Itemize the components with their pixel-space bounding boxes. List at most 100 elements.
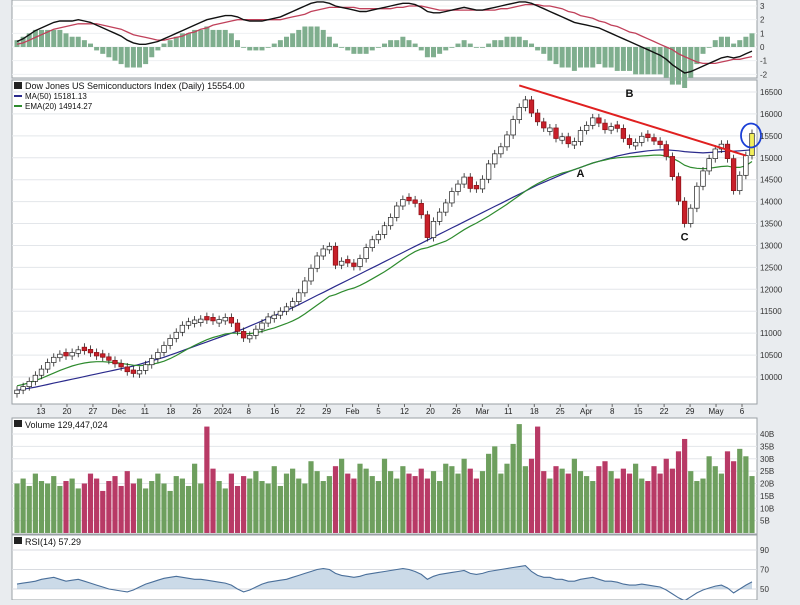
candle-body	[626, 138, 633, 145]
volume-bar	[461, 458, 467, 533]
volume-bar	[38, 481, 45, 533]
volume-bar	[424, 478, 430, 533]
candle-body	[534, 112, 541, 123]
volume-tick-label: 35B	[760, 442, 774, 451]
macd-histogram-bar	[241, 47, 247, 48]
macd-histogram-bar	[94, 47, 100, 51]
volume-bar	[192, 463, 198, 533]
macd-histogram-bar	[363, 47, 369, 54]
candle-body	[204, 316, 210, 321]
macd-histogram-bar	[731, 43, 737, 47]
volume-bar	[228, 473, 234, 533]
volume-bar	[26, 485, 32, 533]
candle-body	[608, 126, 614, 131]
volume-bar	[394, 478, 400, 533]
macd-histogram-bar	[449, 47, 455, 48]
volume-bar	[167, 490, 173, 533]
candle-body	[167, 338, 173, 346]
candle-body	[547, 127, 553, 132]
candle-body	[657, 140, 663, 145]
macd-histogram-bar	[480, 47, 485, 48]
x-tick-label: 22	[296, 407, 305, 416]
macd-histogram-bar	[510, 36, 516, 47]
price-tick-label: 11500	[760, 307, 782, 316]
macd-tick-label: -2	[760, 70, 768, 79]
volume-bar	[584, 476, 590, 533]
macd-histogram-bar	[676, 47, 681, 85]
x-tick-label: 18	[530, 407, 539, 416]
macd-histogram-bar	[700, 47, 706, 54]
price-tick-label: 16500	[760, 88, 783, 97]
volume-bar	[516, 424, 522, 533]
x-tick-label: May	[708, 407, 723, 416]
candle-body	[357, 258, 363, 267]
volume-bar	[718, 473, 724, 533]
macd-histogram-bar	[149, 47, 155, 58]
volume-bar	[75, 488, 81, 533]
candle-body	[320, 248, 326, 257]
macd-histogram-bar	[504, 36, 510, 47]
volume-bar	[688, 471, 694, 533]
volume-bar	[290, 468, 296, 533]
volume-bar	[645, 481, 651, 533]
volume-bar	[149, 481, 155, 533]
volume-bar	[124, 471, 130, 533]
volume-bar	[161, 483, 167, 533]
candle-body	[620, 128, 627, 139]
macd-histogram-bar	[461, 40, 467, 47]
candle-body	[75, 349, 81, 354]
macd-histogram-bar	[547, 47, 553, 61]
macd-histogram-bar	[718, 36, 724, 47]
volume-bar	[608, 471, 614, 533]
macd-histogram-bar	[743, 36, 749, 47]
macd-histogram-bar	[118, 47, 124, 65]
macd-histogram-bar	[339, 47, 345, 48]
macd-histogram-bar	[706, 47, 712, 48]
x-tick-label: 15	[634, 407, 643, 416]
macd-histogram-bar	[375, 47, 381, 48]
x-tick-label: 29	[322, 407, 331, 416]
macd-histogram-bar	[45, 29, 51, 47]
candle-body	[590, 117, 596, 126]
macd-histogram-bar	[431, 47, 436, 58]
x-tick-label: 29	[686, 407, 695, 416]
candle-body	[271, 314, 277, 320]
volume-bar	[112, 476, 118, 533]
ema20-legend: EMA(20) 14914.27	[25, 102, 93, 111]
candle-body	[69, 352, 75, 357]
candle-body	[259, 322, 265, 330]
macd-histogram-bar	[75, 36, 81, 47]
volume-bar	[412, 476, 418, 533]
candle-body	[645, 133, 651, 138]
macd-histogram-bar	[186, 33, 191, 47]
macd-histogram-bar	[516, 36, 522, 47]
candle-body	[222, 317, 228, 322]
candle-body	[100, 353, 106, 358]
macd-histogram-bar	[161, 43, 167, 47]
rsi-tick-label: 90	[760, 546, 769, 555]
price-tick-label: 16000	[760, 110, 783, 119]
ma50-legend: MA(50) 15181.13	[25, 92, 87, 101]
rsi-indicator	[16, 565, 753, 602]
macd-histogram-bar	[541, 47, 547, 54]
volume-bar	[449, 466, 455, 533]
candle-body	[387, 217, 394, 227]
macd-histogram-bar	[412, 43, 418, 47]
volume-tick-label: 5B	[760, 517, 770, 526]
volume-bar	[492, 446, 498, 533]
candle-body	[14, 389, 20, 395]
volume-bar	[271, 466, 277, 533]
x-tick-label: 25	[556, 407, 565, 416]
candle-body	[743, 155, 749, 176]
x-tick-label: 2024	[214, 407, 232, 416]
candle-body	[700, 170, 706, 187]
x-tick-label: 5	[376, 407, 381, 416]
candle-body	[112, 359, 118, 365]
candle-body	[473, 185, 480, 190]
volume-bar	[241, 476, 247, 533]
macd-histogram-bar	[290, 33, 296, 47]
macd-histogram-bar	[443, 47, 449, 51]
candle-body	[467, 176, 473, 189]
macd-histogram-bar	[602, 47, 608, 68]
x-axis-labels: 13 20 27 Dec 11 18 26 2024 8 16 22 29 Feb 5 12 20 26 Mar 1…	[37, 404, 745, 416]
